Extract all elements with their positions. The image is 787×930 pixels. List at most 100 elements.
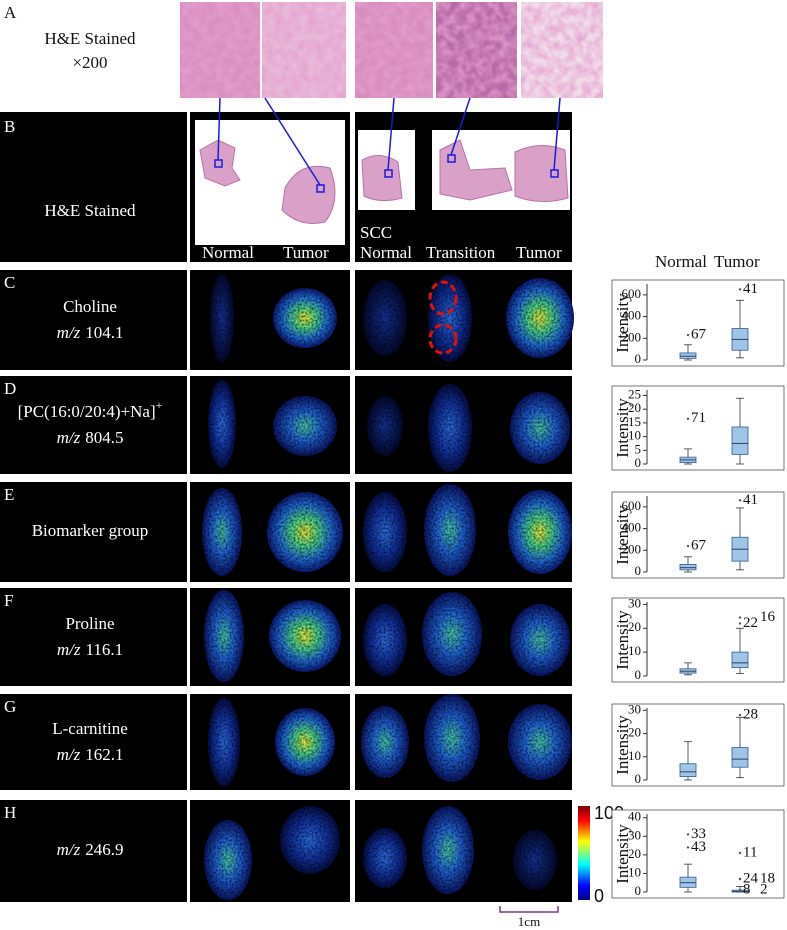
outlier [686,833,690,836]
signal-noise [280,806,340,874]
tissue-label: Normal [202,243,254,262]
y-tick-label: 25 [628,386,641,401]
molecule-name: Choline [63,297,117,316]
outlier [686,846,690,849]
outlier-label: 8 [743,882,751,898]
signal-noise [361,706,409,778]
mz-prefix: m/z [57,428,81,447]
tissue-section [281,165,336,224]
plot-frame [611,279,785,367]
panel-label: F [4,591,13,610]
signal-noise [204,820,252,900]
signal-noise [363,280,407,356]
y-tick-label: 600 [622,286,642,301]
signal-noise [275,708,335,776]
y-tick-label: 5 [635,441,642,456]
outlier-label: 41 [743,492,758,508]
signal-noise [363,828,407,888]
label-panel [0,376,187,474]
outlier-label: 71 [691,410,706,426]
label-panel [0,800,187,902]
signal-noise [422,806,474,894]
y-tick-label: 600 [622,498,642,513]
signal-noise [204,590,244,682]
mz-label: m/z 162.1 [57,745,124,764]
outlier [738,622,742,625]
micrographs [180,2,603,98]
label-panel [0,270,187,370]
y-axis-label: Intensity [613,505,632,565]
signal-noise [506,278,574,358]
y-tick-label: 40 [628,809,641,824]
callout-line [450,97,471,156]
box [679,352,697,359]
colorbar [578,806,590,900]
scale-label: 1cm [518,914,540,929]
panel-label: D [4,379,16,398]
superscript: + [156,398,163,412]
y-tick-label: 10 [628,428,641,443]
mz-label: m/z 104.1 [57,323,124,342]
box [679,763,697,777]
signal-noise [210,274,234,362]
outlier-label: 67 [691,537,707,553]
molecule-name: [PC(16:0/20:4)+Na] [18,402,156,421]
y-tick-label: 400 [622,520,642,535]
y-tick-label: 400 [622,308,642,323]
signal-noise [267,492,343,572]
outlier [686,333,690,337]
outlier [686,417,690,420]
micrograph-texture [436,2,517,98]
y-axis-label: Intensity [613,715,632,775]
y-tick-label: 0 [635,563,642,578]
y-tick-label: 15 [628,414,641,429]
micrograph-texture [180,2,260,98]
callouts [214,97,561,193]
y-tick-label: 30 [628,827,641,842]
row-label: Proline [65,614,114,633]
outlier-label: 11 [743,844,757,860]
y-tick-label: 30 [628,701,641,716]
label-panel [0,588,187,686]
y-axis-label: Intensity [613,824,632,884]
label-panel [0,694,187,790]
panel-label: C [4,273,15,292]
signal-noise [424,484,476,576]
outlier-label: 24 [743,870,759,886]
plot-frame [611,703,785,787]
y-tick-label: 10 [628,748,641,763]
highlight [428,280,458,316]
callout-line [387,97,395,171]
mz-label: m/z 246.9 [57,840,124,859]
plot-frame [611,809,785,899]
ion-image [202,484,572,576]
box [731,747,749,768]
tissue-section [514,145,569,202]
y-tick-label: 20 [628,846,641,861]
y-tick-label: 20 [628,619,641,634]
mz-label: m/z 804.5 [57,428,124,447]
signal-noise [367,396,403,456]
group-label: SCC [360,223,392,242]
molecule-name: Proline [65,614,114,633]
signal-noise [428,384,472,472]
y-tick-label: 20 [628,400,641,415]
signal-noise [510,392,570,464]
outlier [738,288,742,291]
signal-noise [508,490,572,574]
label-panel [0,112,187,262]
tissue-label: Tumor [516,243,562,262]
outlier-label: 18 [760,870,775,886]
signal-noise [363,492,407,572]
mz-prefix: m/z [57,745,81,764]
callout-line [217,97,221,161]
outlier [686,544,690,548]
row-label: Biomarker group [32,521,149,540]
y-tick-label: 10 [628,864,641,879]
ion-image [204,806,557,900]
outlier [738,888,742,892]
panel-label: B [4,117,15,136]
ion-image [204,590,570,682]
y-tick-label: 0 [635,667,642,682]
signal-noise [508,704,572,780]
